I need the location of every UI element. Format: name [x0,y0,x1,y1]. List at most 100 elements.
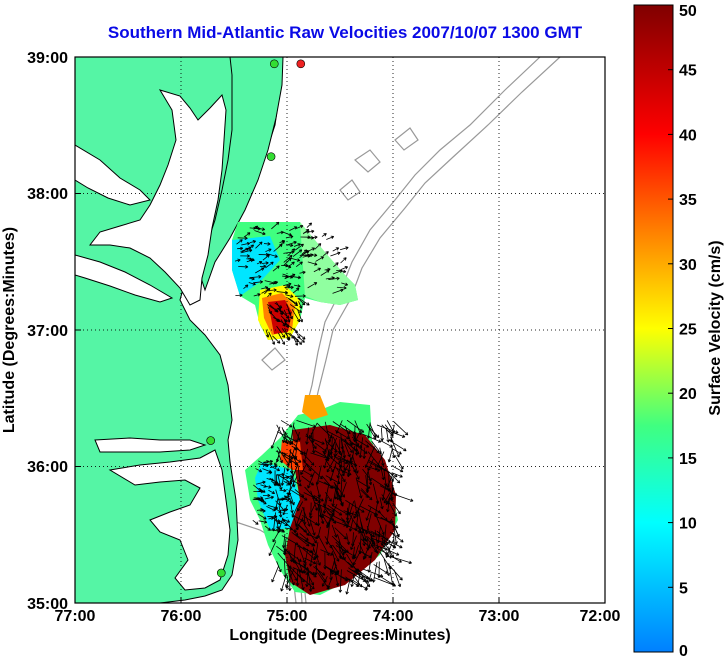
plot-area [75,57,605,603]
velocity-vector [285,265,292,269]
velocity-vector [309,502,313,519]
velocity-vector [320,549,334,556]
velocity-vector [287,565,298,582]
velocity-vector [299,270,306,275]
velocity-vector [321,233,327,237]
velocity-vector [297,545,306,564]
chesapeake-bay [88,89,227,306]
velocity-vector [249,226,261,231]
velocity-vector [303,448,309,464]
velocity-vector [280,467,286,486]
velocity-vector [326,235,335,240]
velocity-vector [282,431,287,444]
velocity-vector [281,475,290,480]
velocity-vector [357,568,369,583]
velocity-vector [383,491,391,504]
velocity-vector [309,547,315,567]
velocity-vector [291,489,308,501]
velocity-vector [323,481,334,489]
velocity-vector [289,497,294,514]
velocity-vector [335,487,344,506]
velocity-vector [280,319,286,327]
velocity-vector [297,310,304,323]
velocity-vector [292,287,300,294]
velocity-vector [287,332,295,339]
velocity-vector [276,472,285,477]
velocity-vector [277,474,283,491]
velocity-vector [376,525,381,544]
velocity-vector [386,429,406,438]
velocity-vector [380,468,385,481]
velocity-vector [295,509,303,527]
velocity-vector [286,243,294,247]
velocity-vector [295,224,304,230]
velocity-vector [385,427,390,443]
x-axis-label: Longitude (Degrees:Minutes) [229,627,450,644]
velocity-vector [298,297,310,306]
velocity-vector [360,488,373,501]
velocity-vector [284,327,290,341]
velocity-vector [276,509,282,514]
velocity-vector [257,513,267,520]
velocity-vector [288,261,295,267]
velocity-vector [328,276,340,281]
velocity-vector [302,561,307,574]
velocity-vector [278,332,285,345]
velocity-vector [350,463,360,480]
velocity-vector [293,443,304,455]
velocity-vector [241,241,251,246]
velocity-vector [295,569,300,586]
velocity-vector [339,246,349,251]
velocity-vector [327,504,343,516]
station-marker [269,59,279,69]
velocity-vector [323,251,329,257]
velocity-vector [360,538,371,549]
map-title: Southern Mid-Atlantic Raw Velocities 200… [108,23,583,42]
velocity-vector [253,280,263,284]
velocity-vector [338,462,345,477]
velocity-vector [276,561,282,573]
velocity-vector [375,515,385,535]
y-axis-label: Latitude (Degrees:Minutes) [1,227,18,433]
velocity-vector [269,464,278,469]
velocity-vector [351,546,356,560]
velocity-vector [278,308,283,316]
velocity-vector [345,578,351,595]
velocity-vector [333,262,339,268]
velocity-vector [327,437,338,456]
velocity-vector [234,258,241,263]
velocity-vector [271,221,280,230]
velocity-vector [299,533,309,541]
velocity-vector [388,471,401,484]
velocity-vector [262,493,271,498]
velocity-vector [295,261,303,268]
velocity-vector [276,431,298,443]
velocity-vector [265,329,270,338]
velocity-vector [293,243,301,247]
velocity-vector [268,541,277,557]
velocity-vector [266,506,276,512]
velocity-vector [314,243,322,250]
velocity-vector [370,538,379,554]
velocity-vector [235,293,243,298]
velocity-vector [283,318,289,329]
velocity-vector [264,525,271,531]
velocity-vector [367,468,373,486]
x-tick-labels: 77:00 76:00 75:00 74:00 73:00 72:00 [55,608,621,625]
velocity-vector [386,496,391,513]
velocity-vector [338,449,344,464]
x-tick-label: 72:00 [580,608,621,625]
y-tick-label: 37:00 [27,323,68,340]
velocity-vector [341,282,349,286]
velocity-vector [365,471,370,493]
velocity-vector [280,420,293,428]
velocity-vector [268,331,276,345]
colorbar-tick-label: 45 [679,63,697,80]
velocity-vector [338,569,343,593]
velocity-vector [335,467,346,483]
velocity-vector [392,533,396,549]
velocity-vector [243,284,249,289]
